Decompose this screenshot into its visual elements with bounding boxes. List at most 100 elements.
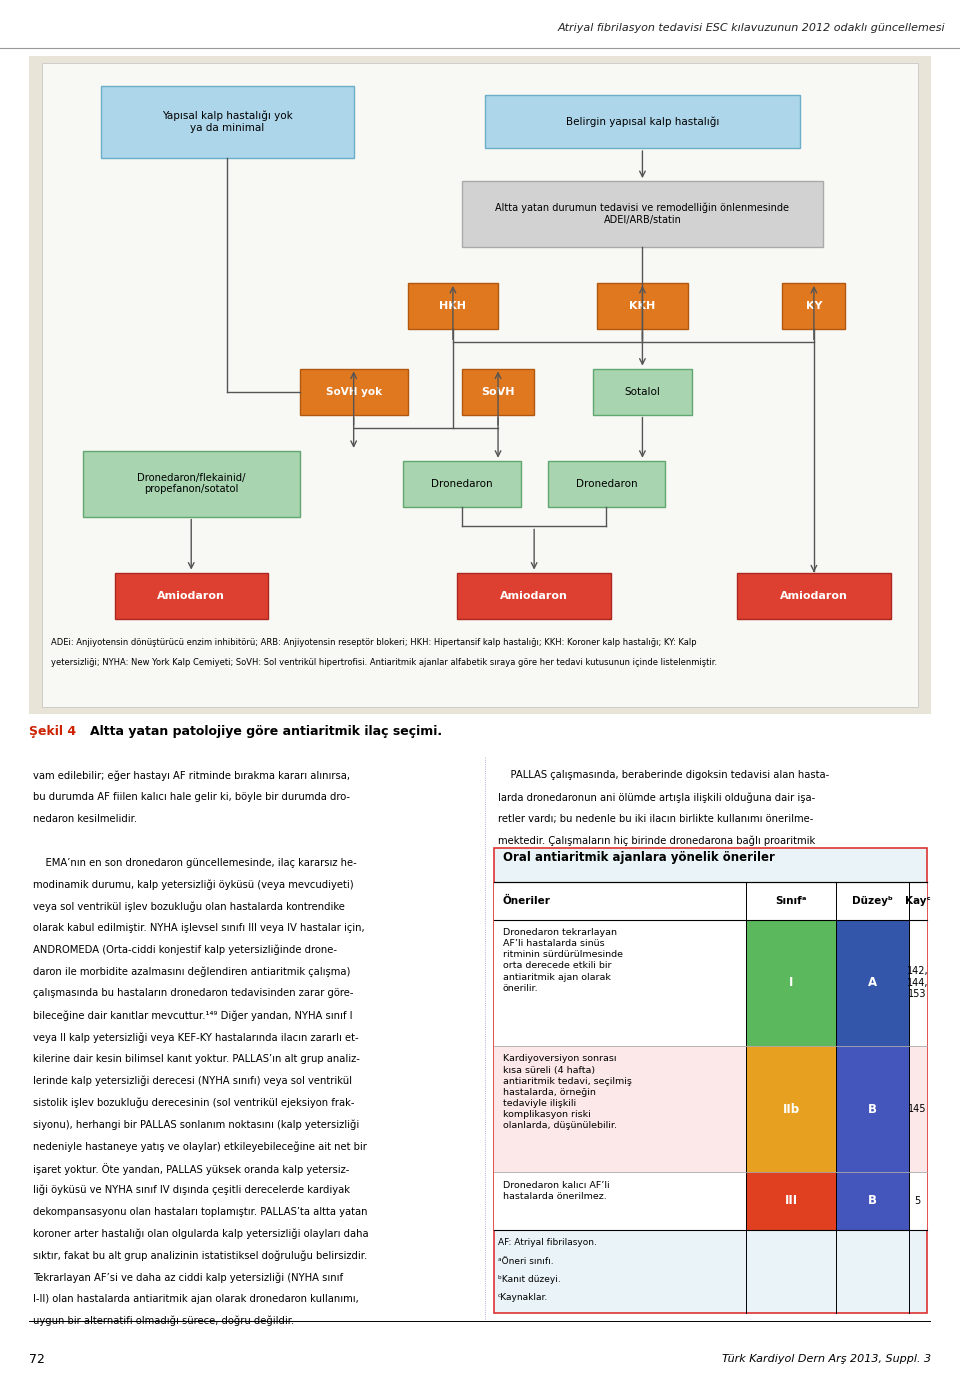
Text: larda dronedaronun ani ölümde artışla ilişkili olduğuna dair işa-: larda dronedaronun ani ölümde artışla il… [498,792,815,802]
Text: liği öyküsü ve NYHA sınıf IV dışında çeşitli derecelerde kardiyak: liği öyküsü ve NYHA sınıf IV dışında çeş… [34,1184,350,1196]
Text: çalışmasında bu hastaların dronedaron tedavisinden zarar göre-: çalışmasında bu hastaların dronedaron te… [34,988,354,998]
Text: Dronedaron: Dronedaron [576,479,637,489]
Text: Dronedaron tekrarlayan
AF’li hastalarda sinüs
ritminin sürdürülmesinde
orta dere: Dronedaron tekrarlayan AF’li hastalarda … [503,928,622,993]
Bar [493,882,926,920]
Text: Amiodaron: Amiodaron [157,591,226,601]
Text: Öneriler: Öneriler [503,896,550,906]
Text: I: I [789,976,794,990]
Text: modinamik durumu, kalp yetersizliği öyküsü (veya mevcudiyeti): modinamik durumu, kalp yetersizliği öykü… [34,879,354,890]
Text: mektedir. Çalışmaların hiç birinde dronedarona bağlı proaritmik: mektedir. Çalışmaların hiç birinde drone… [498,836,815,846]
Text: 72: 72 [29,1352,45,1366]
FancyBboxPatch shape [403,461,520,507]
Text: I-II) olan hastalarda antiaritmik ajan olarak dronedaron kullanımı,: I-II) olan hastalarda antiaritmik ajan o… [34,1294,359,1303]
Text: Oral antiaritmik ajanlara yönelik öneriler: Oral antiaritmik ajanlara yönelik öneril… [503,851,775,864]
Text: Şekil 4: Şekil 4 [29,725,76,738]
FancyBboxPatch shape [83,451,300,517]
Text: lerinde kalp yetersizliği derecesi (NYHA sınıfı) veya sol ventrikül: lerinde kalp yetersizliği derecesi (NYHA… [34,1075,352,1086]
Text: Tekrarlayan AF’si ve daha az ciddi kalp yetersizliği (NYHA sınıf: Tekrarlayan AF’si ve daha az ciddi kalp … [34,1273,344,1282]
Text: III: III [784,1194,798,1207]
FancyBboxPatch shape [408,283,498,329]
Bar [493,1046,926,1172]
FancyBboxPatch shape [485,95,801,148]
Text: vam edilebilir; eğer hastayı AF ritminde bırakma kararı alınırsa,: vam edilebilir; eğer hastayı AF ritminde… [34,770,350,781]
Text: A: A [868,976,877,990]
Text: Sınıfᵃ: Sınıfᵃ [776,896,807,906]
Text: bu durumda AF fiilen kalıcı hale gelir ki, böyle bir durumda dro-: bu durumda AF fiilen kalıcı hale gelir k… [34,792,350,802]
Text: B: B [868,1194,877,1207]
Bar [836,1172,908,1229]
Text: Türk Kardiyol Dern Arş 2013, Suppl. 3: Türk Kardiyol Dern Arş 2013, Suppl. 3 [722,1354,931,1365]
Text: Kardiyoversiyon sonrası
kısa süreli (4 hafta)
antiaritmik tedavi, seçilmiş
hasta: Kardiyoversiyon sonrası kısa süreli (4 h… [503,1054,632,1130]
Text: retler vardı; bu nedenle bu iki ilacın birlikte kullanımı önerilme-: retler vardı; bu nedenle bu iki ilacın b… [498,813,813,825]
Text: Yapısal kalp hastalığı yok
ya da minimal: Yapısal kalp hastalığı yok ya da minimal [162,111,293,133]
Text: sıktır, fakat bu alt grup analizinin istatistiksel doğruluğu belirsizdir.: sıktır, fakat bu alt grup analizinin ist… [34,1250,368,1261]
FancyBboxPatch shape [592,368,692,414]
Text: KKH: KKH [630,301,656,311]
FancyBboxPatch shape [782,283,846,329]
Text: Amiodaron: Amiodaron [780,591,848,601]
FancyBboxPatch shape [29,56,931,714]
FancyBboxPatch shape [462,368,534,414]
Bar [746,920,836,1046]
Text: ADEi: Anjiyotensin dönüştürücü enzim inhibitörü; ARB: Anjiyotensin reseptör blok: ADEi: Anjiyotensin dönüştürücü enzim inh… [52,638,697,647]
Text: HKH: HKH [440,301,467,311]
Text: SoVH yok: SoVH yok [325,386,382,396]
Text: 142,
144,
153: 142, 144, 153 [907,966,928,1000]
Text: ᶜKaynaklar.: ᶜKaynaklar. [498,1294,548,1302]
Text: Atriyal fibrilasyon tedavisi ESC kılavuzunun 2012 odaklı güncellemesi: Atriyal fibrilasyon tedavisi ESC kılavuz… [558,24,946,34]
Text: Dronedaron kalıcı AF’li
hastalarda önerilmez.: Dronedaron kalıcı AF’li hastalarda öneri… [503,1180,610,1201]
Bar [746,1172,836,1229]
Text: Altta yatan patolojiye göre antiaritmik ilaç seçimi.: Altta yatan patolojiye göre antiaritmik … [90,725,443,738]
FancyBboxPatch shape [547,461,665,507]
Bar [493,1172,926,1229]
Text: siyonu), herhangi bir PALLAS sonlanım noktasını (kalp yetersizliği: siyonu), herhangi bir PALLAS sonlanım no… [34,1120,360,1130]
Text: nedaron kesilmelidir.: nedaron kesilmelidir. [34,813,137,825]
FancyBboxPatch shape [114,573,268,619]
Text: Amiodaron: Amiodaron [500,591,568,601]
Text: Dronedaron: Dronedaron [431,479,492,489]
Text: dekompansasyonu olan hastaları toplamıştır. PALLAS’ta altta yatan: dekompansasyonu olan hastaları toplamışt… [34,1207,368,1217]
Text: uygun bir alternatifi olmadığı sürece, doğru değildir.: uygun bir alternatifi olmadığı sürece, d… [34,1316,295,1326]
Text: Belirgin yapısal kalp hastalığı: Belirgin yapısal kalp hastalığı [565,116,719,127]
Text: ᵇKanıt düzeyi.: ᵇKanıt düzeyi. [498,1275,561,1284]
Text: kilerine dair kesin bilimsel kanıt yoktur. PALLAS’ın alt grup analiz-: kilerine dair kesin bilimsel kanıt yoktu… [34,1054,360,1064]
Text: Altta yatan durumun tedavisi ve remodelliğin önlenmesinde
ADEI/ARB/statin: Altta yatan durumun tedavisi ve remodell… [495,203,789,225]
Text: veya sol ventrikül işlev bozukluğu olan hastalarda kontrendike: veya sol ventrikül işlev bozukluğu olan … [34,902,346,911]
Text: PALLAS çalışmasında, beraberinde digoksin tedavisi alan hasta-: PALLAS çalışmasında, beraberinde digoksi… [498,770,829,780]
Text: 145: 145 [908,1105,927,1114]
Text: yetersizliği; NYHA: New York Kalp Cemiyeti; SoVH: Sol ventrikül hipertrofisi. An: yetersizliği; NYHA: New York Kalp Cemiye… [52,658,717,666]
Text: Dronedaron/flekainid/
propefanon/sotatol: Dronedaron/flekainid/ propefanon/sotatol [137,473,246,494]
Text: Kayᶜ: Kayᶜ [904,896,930,906]
Text: EMA’nın en son dronedaron güncellemesinde, ilaç kararsız he-: EMA’nın en son dronedaron güncellemesind… [34,858,357,868]
Text: ANDROMEDA (Orta-ciddi konjestif kalp yetersizliğinde drone-: ANDROMEDA (Orta-ciddi konjestif kalp yet… [34,945,337,955]
FancyBboxPatch shape [737,573,891,619]
Text: bileceğine dair kanıtlar mevcuttur.¹⁴⁹ Diğer yandan, NYHA sınıf I: bileceğine dair kanıtlar mevcuttur.¹⁴⁹ D… [34,1011,353,1021]
Bar [493,848,926,1313]
Text: sistolik işlev bozukluğu derecesinin (sol ventrikül ejeksiyon frak-: sistolik işlev bozukluğu derecesinin (so… [34,1098,355,1107]
Text: B: B [868,1103,877,1116]
Text: Düzeyᵇ: Düzeyᵇ [852,896,893,906]
FancyBboxPatch shape [457,573,611,619]
Text: KY: KY [805,301,822,311]
FancyBboxPatch shape [462,181,823,246]
Text: ᵃÖneri sınıfı.: ᵃÖneri sınıfı. [498,1257,554,1266]
Text: SoVH: SoVH [481,386,515,396]
Text: koroner arter hastalığı olan olgularda kalp yetersizliği olayları daha: koroner arter hastalığı olan olgularda k… [34,1228,369,1239]
FancyBboxPatch shape [101,85,353,158]
Text: AF: Atriyal fibrilasyon.: AF: Atriyal fibrilasyon. [498,1238,597,1247]
Bar [836,920,908,1046]
Text: IIb: IIb [782,1103,800,1116]
Text: olarak kabul edilmiştir. NYHA işlevsel sınıfı III veya IV hastalar için,: olarak kabul edilmiştir. NYHA işlevsel s… [34,923,365,932]
Text: işaret yoktur. Öte yandan, PALLAS yüksek oranda kalp yetersiz-: işaret yoktur. Öte yandan, PALLAS yüksek… [34,1163,349,1175]
Text: veya II kalp yetersizliği veya KEF-KY hastalarında ilacın zararlı et-: veya II kalp yetersizliği veya KEF-KY ha… [34,1032,359,1043]
Bar [836,1046,908,1172]
Bar [493,920,926,1046]
Text: daron ile morbidite azalmasını değlendiren antiaritmik çalışma): daron ile morbidite azalmasını değlendir… [34,966,350,977]
Bar [746,1046,836,1172]
FancyBboxPatch shape [597,283,687,329]
FancyBboxPatch shape [300,368,408,414]
Text: Sotalol: Sotalol [625,386,660,396]
FancyBboxPatch shape [42,63,918,707]
Text: nedeniyle hastaneye yatış ve olaylar) etkileyebileceğine ait net bir: nedeniyle hastaneye yatış ve olaylar) et… [34,1141,367,1152]
Text: 5: 5 [915,1196,921,1205]
